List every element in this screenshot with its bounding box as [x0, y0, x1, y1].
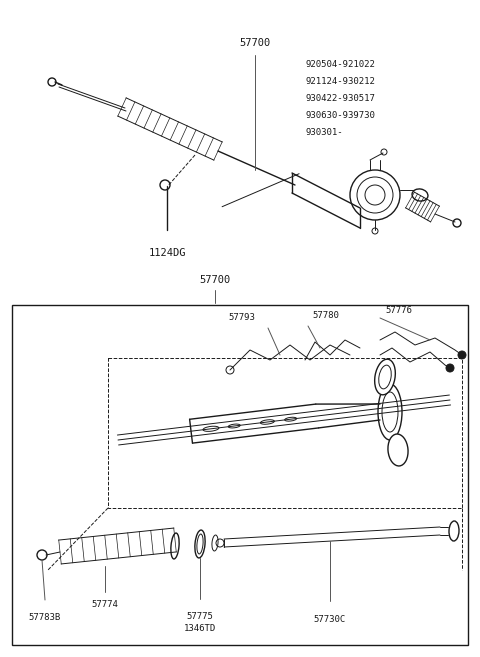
Text: 57730C: 57730C	[314, 615, 346, 624]
Text: 921124-930212: 921124-930212	[305, 77, 375, 86]
Ellipse shape	[388, 434, 408, 466]
Text: 57783B: 57783B	[29, 613, 61, 622]
Ellipse shape	[375, 359, 396, 395]
Text: 930630-939730: 930630-939730	[305, 111, 375, 120]
Text: 57775: 57775	[187, 612, 214, 621]
Text: 57700: 57700	[240, 38, 271, 48]
Text: 1124DG: 1124DG	[148, 248, 186, 258]
Text: 930301-: 930301-	[305, 128, 343, 137]
Text: 57700: 57700	[199, 275, 230, 285]
Ellipse shape	[195, 530, 205, 558]
Text: 930422-930517: 930422-930517	[305, 94, 375, 103]
Text: 920504-921022: 920504-921022	[305, 60, 375, 69]
Circle shape	[458, 351, 466, 359]
Text: 57780: 57780	[312, 311, 339, 320]
Circle shape	[446, 364, 454, 372]
Bar	[108, 358, 462, 508]
Ellipse shape	[378, 384, 402, 440]
Text: 57793: 57793	[228, 313, 255, 322]
Bar	[12, 305, 468, 645]
Text: 57774: 57774	[92, 600, 119, 609]
Circle shape	[350, 170, 400, 220]
Text: 57776: 57776	[385, 306, 412, 315]
Text: 1346TD: 1346TD	[184, 624, 216, 633]
